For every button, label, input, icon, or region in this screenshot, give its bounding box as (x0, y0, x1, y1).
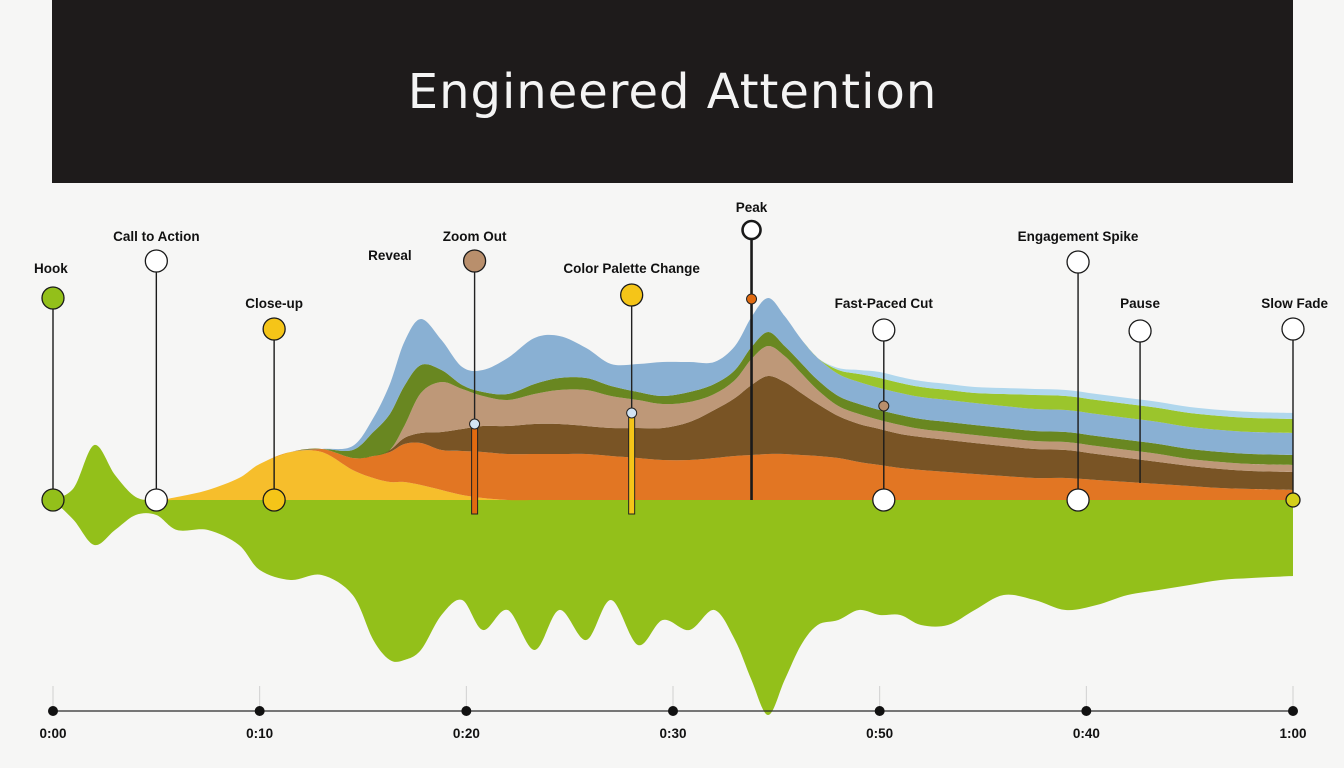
tick-label: 0:20 (453, 726, 480, 741)
pin-pause: Pause (1120, 296, 1160, 483)
annotation-label: Pause (1120, 296, 1160, 311)
stream-layer-4 (53, 375, 1293, 501)
tick-label: 1:00 (1279, 726, 1306, 741)
annotation-label: Zoom Out (443, 229, 507, 244)
lower-stream-area (53, 500, 1293, 715)
pin-marker (1281, 317, 1305, 341)
pin-marker (1066, 250, 1090, 274)
pin-marker (144, 249, 168, 273)
pin-bar (471, 423, 479, 515)
annotation-label: Slow Fade (1261, 296, 1328, 311)
pin-base (1285, 492, 1301, 508)
tick-label: 0:10 (246, 726, 273, 741)
tick-label: 0:40 (1073, 726, 1100, 741)
annotation-pins: Hook Call to Action Close-up Reveal Zoom Out… (34, 200, 1328, 515)
pin-call-to-action: Call to Action (113, 229, 200, 512)
stream-layer-2 (53, 444, 1293, 501)
pin-base (1066, 488, 1090, 512)
tick-dot (461, 706, 472, 716)
tick-label: 0:00 (39, 726, 66, 741)
annotation-label: Close-up (245, 296, 303, 311)
pin-marker (41, 286, 65, 310)
pin-base (262, 488, 286, 512)
title-band: Engineered Attention (52, 0, 1293, 183)
pin-base (872, 488, 896, 512)
tick-dot (874, 706, 885, 716)
pin-fast-paced-cut: Fast-Paced Cut (835, 296, 934, 512)
pin-mid-dot (469, 418, 481, 430)
stream-layers (53, 297, 1293, 715)
annotation-label: Hook (34, 261, 68, 276)
pin-marker (462, 249, 487, 273)
tick-dot (1288, 706, 1298, 716)
pin-base (144, 488, 168, 512)
pin-zoom-out: Zoom Out (443, 229, 507, 515)
pin-close-up: Close-up (245, 296, 303, 512)
pin-reveal: Reveal (368, 248, 412, 263)
tick-label: 0:30 (659, 726, 686, 741)
annotation-label: Call to Action (113, 229, 200, 244)
annotation-label: Fast-Paced Cut (835, 296, 934, 311)
annotation-label: Peak (736, 200, 768, 215)
time-axis: 0:00 0:10 0:20 0:30 0:50 0:40 1:00 (39, 686, 1307, 741)
annotation-label: Reveal (368, 248, 412, 263)
pin-mid-dot (878, 400, 890, 412)
pin-mid-dot (626, 407, 638, 419)
annotation-label: Engagement Spike (1018, 229, 1139, 244)
pin-hook: Hook (34, 261, 68, 512)
tick-dot (48, 706, 58, 716)
pin-marker (872, 318, 896, 342)
pin-color-palette-change: Color Palette Change (563, 261, 700, 515)
tick-dot (254, 706, 265, 716)
stream-layer-5 (53, 345, 1293, 501)
stream-layer-3 (53, 442, 1293, 501)
annotation-label: Color Palette Change (563, 261, 700, 276)
tick-dot (668, 706, 678, 716)
tick-dot (1081, 706, 1092, 716)
pin-mid-dot (746, 293, 758, 305)
tick-label: 0:50 (866, 726, 893, 741)
pin-slow-fade: Slow Fade (1261, 296, 1328, 508)
pin-marker (620, 283, 644, 307)
pin-marker (1128, 319, 1152, 343)
pin-marker (741, 219, 762, 241)
pin-base (41, 488, 65, 512)
pin-engagement-spike: Engagement Spike (1018, 229, 1139, 512)
pin-marker (262, 317, 286, 341)
chart-title: Engineered Attention (407, 63, 938, 120)
stream-layer-8 (53, 297, 1293, 501)
pin-bar (628, 412, 636, 515)
pin-peak: Peak (736, 200, 768, 500)
